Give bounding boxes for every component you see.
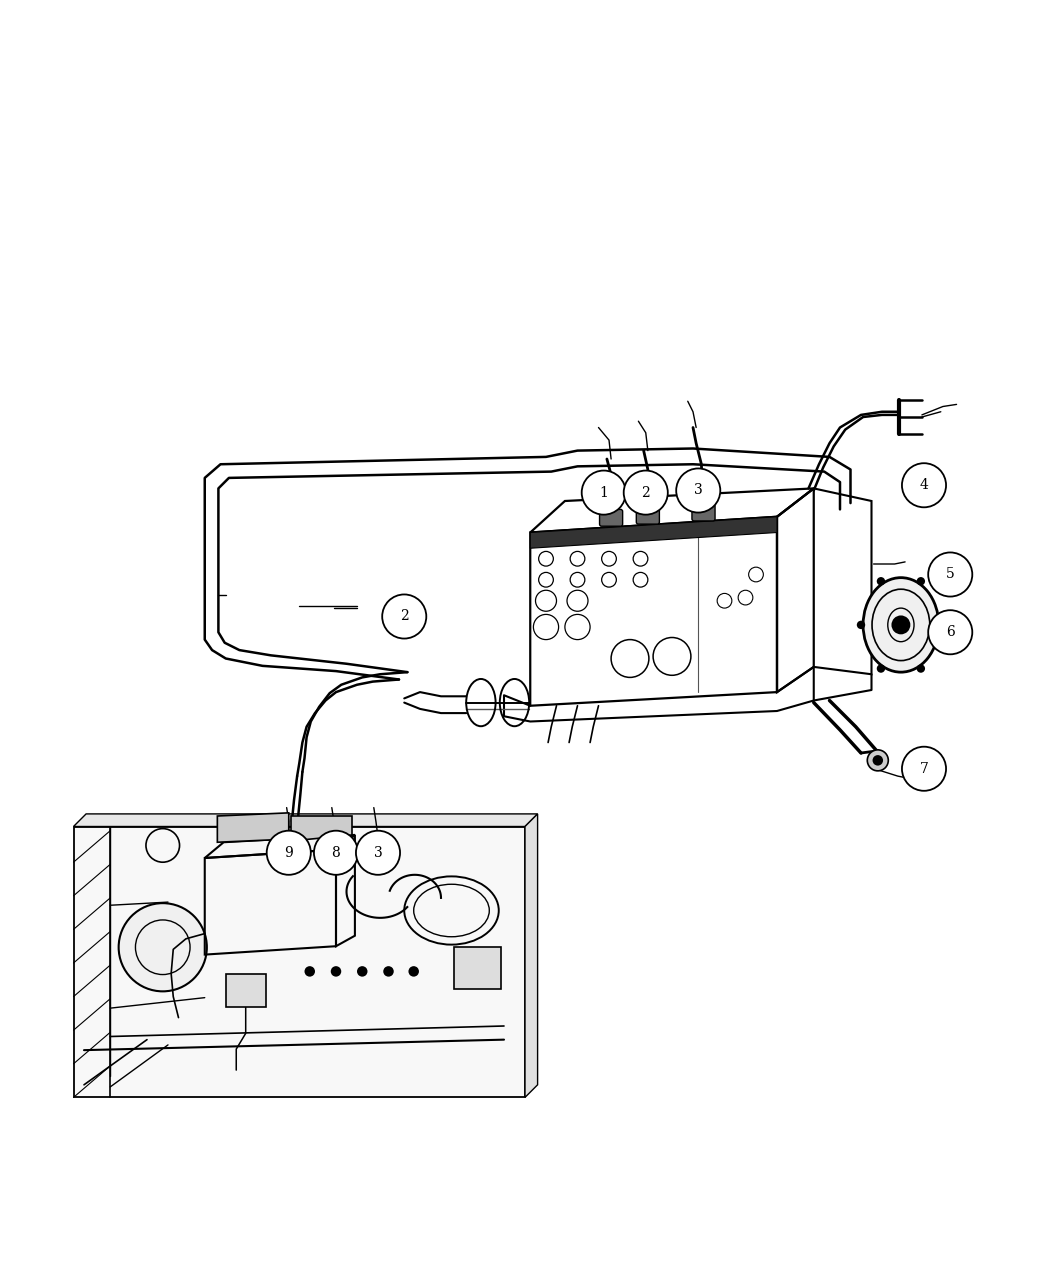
FancyBboxPatch shape: [226, 974, 266, 1007]
Circle shape: [902, 463, 946, 507]
Text: 9: 9: [285, 845, 293, 859]
FancyBboxPatch shape: [636, 507, 659, 524]
Polygon shape: [217, 813, 289, 843]
Text: 1: 1: [600, 486, 608, 500]
Text: 2: 2: [642, 486, 650, 500]
FancyBboxPatch shape: [600, 510, 623, 527]
Circle shape: [873, 755, 883, 765]
Circle shape: [624, 470, 668, 515]
Circle shape: [357, 966, 367, 977]
Text: 2: 2: [400, 609, 408, 623]
Circle shape: [331, 966, 341, 977]
Circle shape: [928, 552, 972, 597]
Circle shape: [928, 611, 972, 654]
Circle shape: [867, 750, 888, 771]
Circle shape: [891, 616, 910, 635]
Circle shape: [267, 831, 311, 875]
Circle shape: [382, 594, 426, 639]
Circle shape: [857, 621, 865, 629]
Circle shape: [902, 747, 946, 790]
Polygon shape: [291, 816, 352, 842]
FancyBboxPatch shape: [692, 504, 715, 521]
FancyBboxPatch shape: [454, 947, 501, 989]
Polygon shape: [74, 826, 525, 1098]
Text: 3: 3: [694, 483, 702, 497]
Circle shape: [582, 470, 626, 515]
Circle shape: [304, 966, 315, 977]
Ellipse shape: [863, 578, 939, 672]
Circle shape: [408, 966, 419, 977]
Text: 3: 3: [374, 845, 382, 859]
Polygon shape: [525, 813, 538, 1098]
Circle shape: [937, 621, 945, 629]
Circle shape: [877, 578, 885, 585]
Circle shape: [119, 903, 207, 992]
Circle shape: [383, 966, 394, 977]
Polygon shape: [74, 813, 538, 826]
Text: 7: 7: [920, 761, 928, 775]
Text: 8: 8: [332, 845, 340, 859]
Circle shape: [877, 664, 885, 673]
Circle shape: [917, 664, 925, 673]
Circle shape: [917, 578, 925, 585]
Circle shape: [314, 831, 358, 875]
Polygon shape: [530, 516, 777, 548]
Circle shape: [676, 468, 720, 513]
Text: 4: 4: [920, 478, 928, 492]
Text: 6: 6: [946, 625, 954, 639]
Text: 5: 5: [946, 567, 954, 581]
Circle shape: [356, 831, 400, 875]
